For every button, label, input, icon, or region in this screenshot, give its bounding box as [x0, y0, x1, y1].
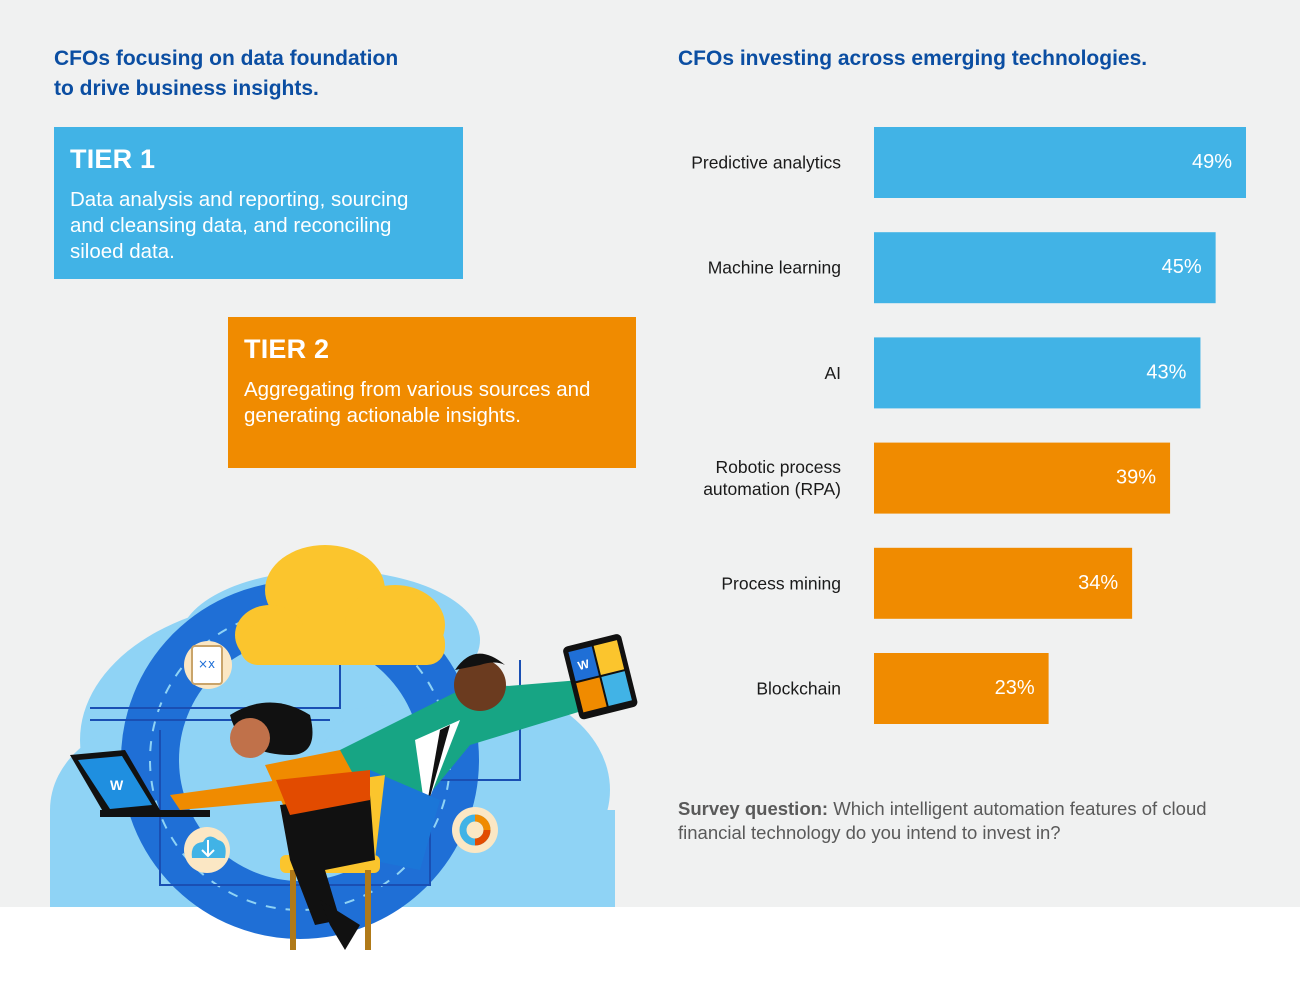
left-heading-line2: to drive business insights. [54, 77, 319, 100]
tablet-icon: W [563, 634, 638, 720]
bar-value-label-3: 39% [1116, 467, 1156, 489]
survey-text: Which intelligent automation features of… [678, 798, 1207, 843]
left-heading: CFOs focusing on data foundation to driv… [54, 44, 474, 104]
tier1-description: Data analysis and reporting, sourcing an… [70, 188, 409, 263]
survey-label: Survey question: [678, 798, 829, 819]
clipboard-icon: ×x [184, 641, 232, 689]
bar-value-label-0: 49% [1192, 151, 1232, 173]
tier1-title: TIER 1 [70, 144, 156, 174]
bar-1 [874, 232, 1216, 304]
tier2-title: TIER 2 [244, 334, 330, 364]
donut-chart-icon [452, 807, 498, 853]
category-label-0: Predictive analytics [691, 153, 841, 173]
yellow-cloud [235, 545, 445, 665]
bar-2 [874, 337, 1201, 409]
left-heading-line1: CFOs focusing on data foundation [54, 47, 399, 70]
bar-4 [874, 547, 1133, 619]
cloud-download-icon [184, 827, 230, 873]
laptop-logo: W [110, 777, 124, 793]
survey-question: Survey question: Which intelligent autom… [678, 797, 1238, 845]
cfo-illustration: ×x W W [50, 545, 638, 950]
category-label-5: Blockchain [756, 679, 841, 699]
category-label-1: Machine learning [708, 258, 841, 278]
bar-value-label-5: 23% [995, 677, 1035, 699]
bar-5 [874, 653, 1049, 724]
tier1-box: TIER 1 Data analysis and reporting, sour… [54, 127, 463, 279]
woman-figure [170, 702, 375, 950]
bar-chart: 49% Predictive analytics 45% Machine learni… [691, 127, 1246, 724]
laptop-icon: W [70, 750, 210, 817]
tablet-logo: W [576, 657, 591, 673]
bar-value-label-2: 43% [1146, 361, 1186, 383]
bar-0 [874, 127, 1246, 198]
tier2-description: Aggregating from various sources and gen… [244, 378, 591, 427]
category-label-3: Robotic process automation (RPA) [703, 457, 841, 499]
category-label-4: Process mining [721, 573, 841, 593]
bar-3 [874, 442, 1171, 514]
bar-value-label-4: 34% [1078, 572, 1118, 594]
category-label-2: AI [824, 363, 841, 383]
man-figure [330, 653, 585, 870]
tier2-box: TIER 2 Aggregating from various sources … [228, 317, 636, 468]
svg-text:×x: ×x [198, 657, 215, 671]
bar-value-label-1: 45% [1162, 256, 1202, 278]
chart-title: CFOs investing across emerging technolog… [678, 47, 1148, 70]
